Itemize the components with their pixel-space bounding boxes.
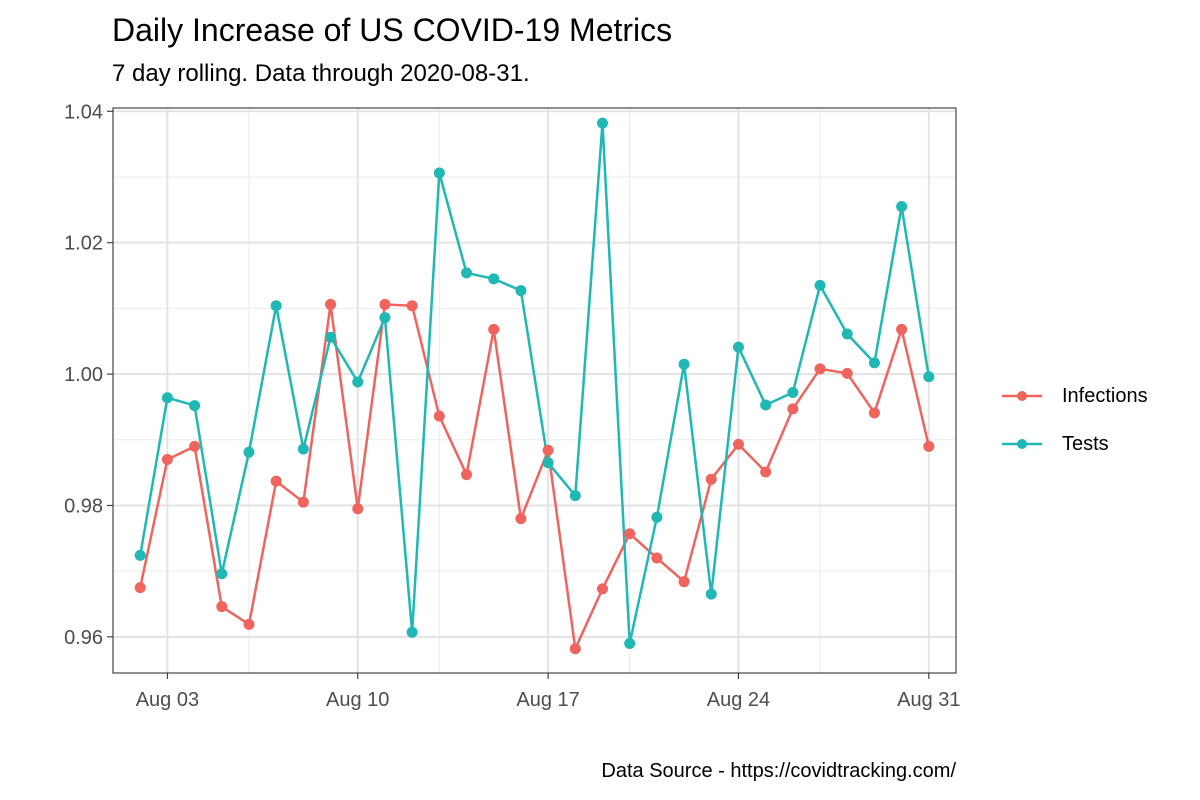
data-point-infections xyxy=(325,298,337,310)
data-point-infections xyxy=(787,403,799,415)
data-point-tests xyxy=(868,357,880,369)
data-point-infections xyxy=(624,528,636,540)
data-point-tests xyxy=(705,588,717,600)
data-point-tests xyxy=(923,371,935,383)
data-point-infections xyxy=(814,363,826,375)
x-tick-label: Aug 31 xyxy=(897,689,960,711)
chart-subtitle: 7 day rolling. Data through 2020-08-31. xyxy=(112,60,530,87)
data-point-tests xyxy=(814,279,826,291)
data-point-infections xyxy=(352,503,364,515)
y-tick-label: 1.02 xyxy=(64,233,103,255)
legend: Infections Tests xyxy=(1000,372,1148,468)
data-point-infections xyxy=(134,582,146,594)
x-tick-label: Aug 03 xyxy=(136,689,199,711)
plot-panel-border xyxy=(112,107,957,674)
data-point-infections xyxy=(461,469,473,481)
data-point-infections xyxy=(651,552,663,564)
data-point-tests xyxy=(379,312,391,324)
data-point-tests xyxy=(297,443,309,455)
y-tick-label: 0.98 xyxy=(64,495,103,517)
data-point-infections xyxy=(433,410,445,422)
data-point-infections xyxy=(515,513,527,525)
data-point-tests xyxy=(161,392,173,404)
data-point-infections xyxy=(488,323,500,335)
y-tick-label: 0.96 xyxy=(64,627,103,649)
data-point-tests xyxy=(896,201,908,213)
grid-lines xyxy=(113,108,956,673)
data-point-infections xyxy=(297,496,309,508)
data-point-tests xyxy=(515,285,527,297)
legend-key-infections xyxy=(1002,391,1042,401)
data-point-infections xyxy=(678,576,690,588)
data-point-infections xyxy=(161,453,173,465)
legend-label-infections: Infections xyxy=(1062,384,1148,407)
data-point-infections xyxy=(760,466,772,478)
chart-title: Daily Increase of US COVID-19 Metrics xyxy=(112,12,673,48)
data-point-tests xyxy=(134,549,146,561)
data-point-tests xyxy=(732,341,744,353)
data-point-tests xyxy=(325,331,337,343)
data-point-infections xyxy=(868,407,880,419)
legend-label-tests: Tests xyxy=(1062,432,1109,455)
data-point-infections xyxy=(896,323,908,335)
x-tick-label: Aug 10 xyxy=(326,689,389,711)
data-point-infections xyxy=(841,367,853,379)
data-point-tests xyxy=(270,300,282,312)
data-point-tests xyxy=(596,117,608,129)
data-point-tests xyxy=(488,273,500,285)
data-point-tests xyxy=(243,446,255,458)
x-tick-label: Aug 17 xyxy=(516,689,579,711)
data-point-infections xyxy=(542,444,554,456)
data-point-tests xyxy=(461,267,473,279)
data-point-tests xyxy=(352,376,364,388)
data-point-infections xyxy=(596,583,608,595)
data-point-infections xyxy=(406,300,418,312)
axes: 0.96 0.98 1.00 1.02 1.04 Aug 03 Aug 10 Aug 17 Au… xyxy=(64,101,960,711)
data-point-tests xyxy=(651,511,663,523)
data-point-tests xyxy=(406,626,418,638)
data-point-infections xyxy=(270,475,282,487)
data-point-infections xyxy=(379,298,391,310)
data-point-tests xyxy=(678,358,690,370)
data-point-infections xyxy=(189,440,201,452)
data-point-tests xyxy=(760,399,772,411)
data-point-tests xyxy=(569,490,581,502)
data-point-tests xyxy=(841,328,853,340)
y-tick-label: 1.04 xyxy=(64,101,103,123)
data-point-tests xyxy=(189,400,201,412)
legend-key-tests xyxy=(1002,439,1042,449)
data-point-infections xyxy=(705,473,717,485)
series-line-tests xyxy=(138,121,931,645)
y-tick-label: 1.00 xyxy=(64,364,103,386)
legend-item-tests: Tests xyxy=(1000,420,1148,468)
data-point-tests xyxy=(787,386,799,398)
legend-item-infections: Infections xyxy=(1000,372,1148,420)
x-tick-label: Aug 24 xyxy=(707,689,770,711)
data-point-tests xyxy=(216,568,228,580)
data-point-tests xyxy=(624,637,636,649)
data-point-infections xyxy=(923,440,935,452)
data-point-infections xyxy=(569,643,581,655)
series-line-infections xyxy=(138,303,931,650)
series-layer xyxy=(134,117,935,655)
data-point-tests xyxy=(433,167,445,179)
data-point-tests xyxy=(542,457,554,469)
data-point-infections xyxy=(732,438,744,450)
data-point-infections xyxy=(216,601,228,613)
data-source-caption: Data Source - https://covidtracking.com/ xyxy=(601,760,956,782)
data-point-infections xyxy=(243,618,255,630)
